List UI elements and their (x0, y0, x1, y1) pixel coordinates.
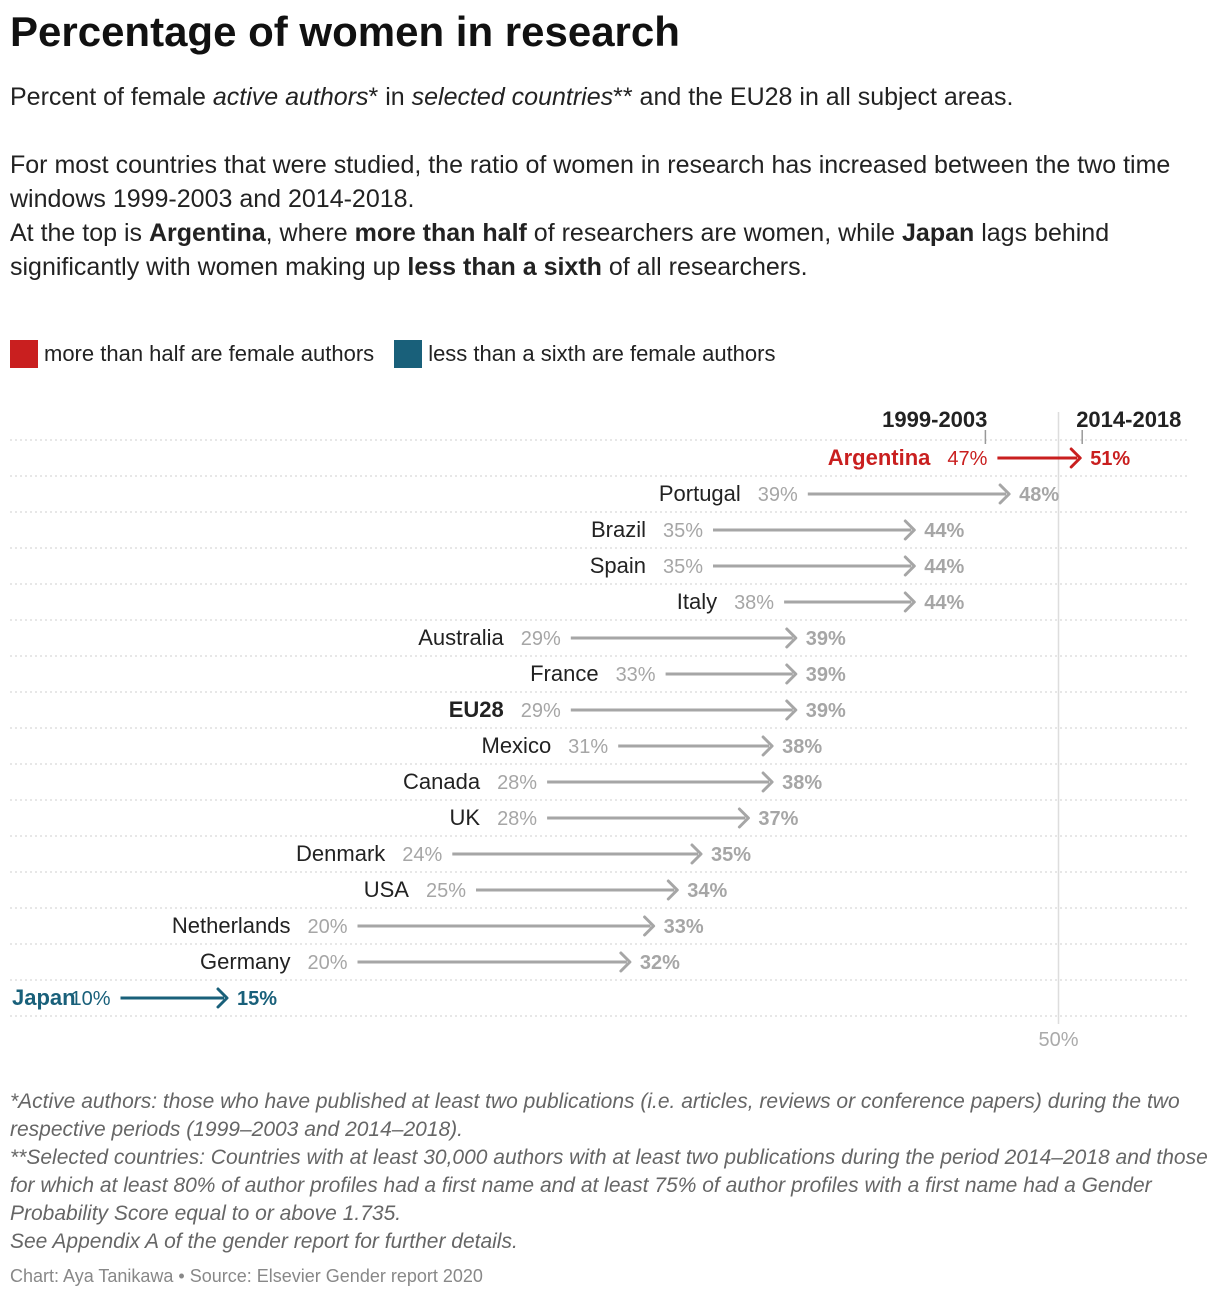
footnote-active-authors: *Active authors: those who have publishe… (10, 1090, 1180, 1141)
subtitle: Percent of female active authors* in sel… (10, 83, 1014, 111)
arrow-chart: 50% 1999-2003 2014-2018 47% 51% Argentina 39% 4… (10, 407, 1190, 1051)
value-2014-2018-canada: 38% (782, 772, 822, 794)
value-2014-2018-uk: 37% (758, 808, 798, 830)
value-2014-2018-portugal: 48% (1019, 484, 1059, 506)
arrow-head-italy (903, 591, 916, 613)
arrow-head-japan (216, 987, 229, 1009)
legend-swatch-red (10, 340, 38, 368)
value-2014-2018-germany: 32% (640, 952, 680, 974)
value-2014-2018-australia: 39% (806, 628, 846, 650)
category-label-usa: USA (364, 877, 410, 902)
value-2014-2018-italy: 44% (924, 592, 964, 614)
value-2014-2018-france: 39% (806, 664, 846, 686)
chart-title: Percentage of women in research (10, 8, 680, 55)
value-1999-2003-argentina: 47% (947, 448, 987, 470)
category-label-brazil: Brazil (591, 517, 646, 542)
legend-label-more-than-half: more than half are female authors (44, 341, 375, 366)
value-1999-2003-uk: 28% (497, 808, 537, 830)
category-label-australia: Australia (418, 625, 504, 650)
category-label-denmark: Denmark (296, 841, 386, 866)
value-2014-2018-spain: 44% (924, 556, 964, 578)
arrow-head-canada (761, 771, 774, 793)
category-label-portugal: Portugal (659, 481, 741, 506)
value-2014-2018-mexico: 38% (782, 736, 822, 758)
arrow-head-usa (666, 879, 679, 901)
value-1999-2003-eu28: 29% (521, 700, 561, 722)
arrow-head-germany (619, 951, 632, 973)
footnote-selected-countries: **Selected countries: Countries with at … (10, 1146, 1208, 1225)
legend-label-less-than-sixth: less than a sixth are female authors (428, 341, 776, 366)
legend-item-more-than-half: more than half are female authors (10, 340, 374, 368)
arrow-head-mexico (761, 735, 774, 757)
category-label-spain: Spain (590, 553, 646, 578)
category-label-germany: Germany (200, 949, 290, 974)
arrow-head-netherlands (643, 915, 656, 937)
value-2014-2018-netherlands: 33% (664, 916, 704, 938)
arrow-head-eu28 (785, 699, 798, 721)
category-label-japan: Japan (12, 985, 76, 1010)
value-2014-2018-usa: 34% (687, 880, 727, 902)
reference-label-50: 50% (1038, 1029, 1078, 1051)
arrow-head-denmark (690, 843, 703, 865)
subtitle-selected-countries: selected countries (411, 83, 614, 111)
category-label-eu28: EU28 (449, 697, 504, 722)
value-2014-2018-denmark: 35% (711, 844, 751, 866)
legend-swatch-teal (394, 340, 423, 368)
value-1999-2003-japan: 10% (70, 988, 110, 1010)
category-label-france: France (530, 661, 598, 686)
series-label-2014-2018: 2014-2018 (1076, 407, 1181, 432)
category-label-mexico: Mexico (482, 733, 552, 758)
value-2014-2018-argentina: 51% (1090, 448, 1130, 470)
value-1999-2003-brazil: 35% (663, 520, 703, 542)
value-2014-2018-brazil: 44% (924, 520, 964, 542)
arrow-head-france (785, 663, 798, 685)
subtitle-active-authors: active authors (212, 83, 369, 111)
legend-item-less-than-sixth: less than a sixth are female authors (394, 340, 775, 368)
category-label-italy: Italy (677, 589, 717, 614)
footnote-appendix: See Appendix A of the gender report for … (10, 1230, 518, 1253)
category-label-uk: UK (450, 805, 481, 830)
value-1999-2003-germany: 20% (307, 952, 347, 974)
value-1999-2003-portugal: 39% (758, 484, 798, 506)
value-1999-2003-france: 33% (616, 664, 656, 686)
description-line-1: For most countries that were studied, th… (10, 151, 1171, 213)
arrow-head-portugal (998, 483, 1011, 505)
source-credit: Chart: Aya Tanikawa • Source: Elsevier G… (10, 1266, 483, 1286)
arrow-head-uk (737, 807, 750, 829)
value-1999-2003-canada: 28% (497, 772, 537, 794)
value-1999-2003-netherlands: 20% (307, 916, 347, 938)
value-1999-2003-mexico: 31% (568, 736, 608, 758)
series-label-1999-2003: 1999-2003 (882, 407, 987, 432)
arrow-head-spain (903, 555, 916, 577)
arrow-head-argentina (1069, 447, 1082, 469)
value-1999-2003-spain: 35% (663, 556, 703, 578)
arrow-head-brazil (903, 519, 916, 541)
description: For most countries that were studied, th… (10, 151, 1171, 281)
value-2014-2018-eu28: 39% (806, 700, 846, 722)
legend: more than half are female authors less t… (10, 340, 795, 368)
category-label-argentina: Argentina (828, 445, 931, 470)
value-1999-2003-italy: 38% (734, 592, 774, 614)
category-label-netherlands: Netherlands (172, 913, 291, 938)
arrow-head-australia (785, 627, 798, 649)
category-label-canada: Canada (403, 769, 481, 794)
value-2014-2018-japan: 15% (237, 988, 277, 1010)
footnotes: *Active authors: those who have publishe… (10, 1088, 1215, 1256)
value-1999-2003-usa: 25% (426, 880, 466, 902)
value-1999-2003-australia: 29% (521, 628, 561, 650)
value-1999-2003-denmark: 24% (402, 844, 442, 866)
